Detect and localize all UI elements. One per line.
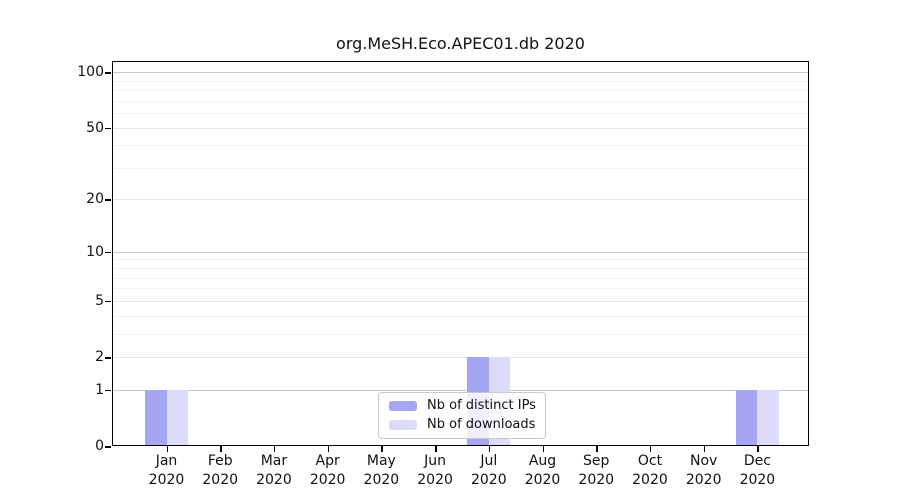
x-tick-label-jan: Jan 2020 <box>137 452 197 490</box>
gridline-y-80 <box>112 90 809 92</box>
x-tick-year-jan: 2020 <box>148 472 185 488</box>
gridline-y-10 <box>112 251 809 253</box>
legend-item-distinct-ips: Nb of distinct IPs <box>389 398 536 414</box>
x-tick-month-feb: Feb <box>207 453 233 469</box>
gridline-y-1 <box>112 389 809 391</box>
gridline-y-9 <box>112 259 809 261</box>
x-tick-month-apr: Apr <box>315 453 340 469</box>
gridline-y-60 <box>112 113 809 115</box>
x-tick-month-aug: Aug <box>528 453 557 469</box>
gridline-y-20 <box>112 199 809 201</box>
x-tick-label-jul: Jul 2020 <box>459 452 519 490</box>
x-tick-year-dec: 2020 <box>739 472 776 488</box>
y-tick-1 <box>105 389 111 392</box>
y-tick-0 <box>105 446 111 448</box>
gridline-y-5 <box>112 300 809 302</box>
y-tick-10 <box>105 251 111 254</box>
x-tick-month-jul: Jul <box>480 453 498 469</box>
gridline-y-100 <box>112 72 809 74</box>
x-tick-apr <box>327 446 330 452</box>
x-tick-oct <box>649 446 652 452</box>
chart-title: org.MeSH.Eco.APEC01.db 2020 <box>336 34 585 53</box>
x-tick-may <box>381 446 383 452</box>
x-tick-year-aug: 2020 <box>524 472 561 488</box>
x-tick-nov <box>703 446 706 452</box>
y-tick-label-2: 2 <box>95 349 104 365</box>
bar-distinct-ips-jan <box>145 389 167 446</box>
legend-label-distinct-ips: Nb of distinct IPs <box>427 398 536 413</box>
x-tick-month-sep: Sep <box>583 453 610 469</box>
x-tick-year-feb: 2020 <box>202 472 239 488</box>
x-tick-month-may: May <box>366 453 396 469</box>
y-tick-label-100: 100 <box>77 64 104 81</box>
x-tick-label-feb: Feb 2020 <box>190 452 250 490</box>
bar-downloads-jan <box>166 389 188 446</box>
x-tick-aug <box>542 446 545 452</box>
x-tick-label-nov: Nov 2020 <box>674 452 734 490</box>
plot-area: Nb of distinct IPs Nb of downloads <box>112 61 809 446</box>
x-tick-year-nov: 2020 <box>685 472 722 488</box>
x-tick-month-jan: Jan <box>155 453 178 469</box>
y-tick-label-20: 20 <box>86 191 104 208</box>
gridline-y-6 <box>112 288 809 290</box>
x-tick-label-sep: Sep 2020 <box>566 452 626 490</box>
x-tick-feb <box>220 446 222 452</box>
x-tick-label-mar: Mar 2020 <box>244 452 304 490</box>
y-tick-2 <box>105 357 111 359</box>
legend-swatch-downloads-icon <box>389 420 417 430</box>
x-tick-label-jun: Jun 2020 <box>405 452 465 490</box>
gridline-y-30 <box>112 167 809 169</box>
x-tick-year-sep: 2020 <box>578 472 615 488</box>
x-tick-mar <box>273 446 276 452</box>
x-tick-label-oct: Oct 2020 <box>620 452 680 490</box>
gridline-y-90 <box>112 80 809 82</box>
gridline-y-50 <box>112 127 809 129</box>
x-tick-month-oct: Oct <box>637 453 663 469</box>
legend: Nb of distinct IPs Nb of downloads <box>378 392 546 439</box>
x-tick-label-dec: Dec 2020 <box>727 452 787 490</box>
legend-label-downloads: Nb of downloads <box>427 417 536 432</box>
bar-distinct-ips-dec <box>735 389 758 446</box>
x-tick-jan <box>166 446 168 452</box>
x-tick-year-apr: 2020 <box>309 472 346 488</box>
y-tick-label-50: 50 <box>86 119 104 136</box>
gridline-y-70 <box>112 100 809 102</box>
x-tick-year-jul: 2020 <box>470 472 507 488</box>
x-tick-month-nov: Nov <box>690 453 718 469</box>
x-tick-year-jun: 2020 <box>417 472 453 488</box>
x-tick-year-oct: 2020 <box>632 472 668 488</box>
y-tick-20 <box>105 199 111 201</box>
y-tick-5 <box>105 300 111 303</box>
x-tick-month-jun: Jun <box>424 453 447 469</box>
y-tick-label-1: 1 <box>95 381 104 398</box>
gridline-y-8 <box>112 268 809 270</box>
y-tick-label-10: 10 <box>86 243 104 260</box>
x-tick-jul <box>488 446 491 452</box>
gridline-y-2 <box>112 357 809 358</box>
y-tick-100 <box>105 72 111 74</box>
x-tick-label-aug: Aug 2020 <box>513 452 573 490</box>
x-tick-label-may: May 2020 <box>351 452 411 490</box>
x-tick-jun <box>435 446 437 452</box>
legend-swatch-distinct-ips-icon <box>389 401 417 411</box>
x-tick-month-dec: Dec <box>743 453 771 469</box>
y-tick-label-5: 5 <box>95 292 104 309</box>
gridline-y-7 <box>112 277 809 279</box>
y-tick-label-0: 0 <box>95 438 104 454</box>
x-tick-month-mar: Mar <box>260 453 288 469</box>
x-tick-year-mar: 2020 <box>256 472 292 488</box>
gridline-y-3 <box>112 333 809 335</box>
y-tick-50 <box>105 127 111 130</box>
gridline-y-4 <box>112 315 809 317</box>
x-tick-label-apr: Apr 2020 <box>298 452 358 490</box>
legend-item-downloads: Nb of downloads <box>389 417 536 433</box>
x-tick-year-may: 2020 <box>363 472 400 488</box>
gridline-y-40 <box>112 145 809 147</box>
x-tick-sep <box>596 446 598 452</box>
bar-downloads-dec <box>757 389 779 446</box>
x-tick-dec <box>757 446 759 452</box>
